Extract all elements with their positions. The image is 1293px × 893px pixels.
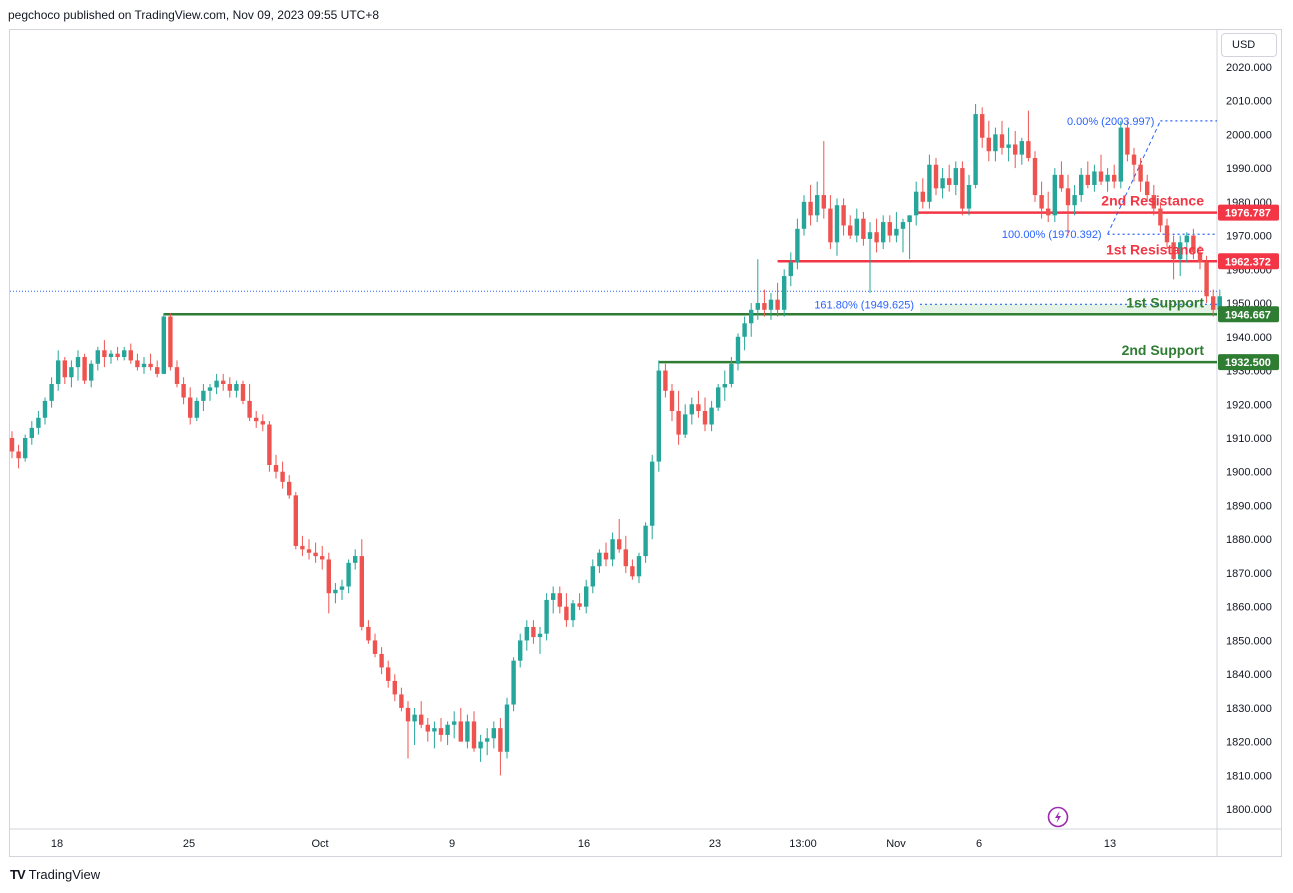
footer-brand[interactable]: TV TradingView xyxy=(10,867,100,882)
chart-frame xyxy=(9,29,1282,857)
tradingview-logo-icon: TV xyxy=(10,867,26,882)
publisher-header: pegchoco published on TradingView.com, N… xyxy=(8,8,380,22)
footer-brand-label: TradingView xyxy=(28,867,101,882)
currency-selector[interactable]: USD xyxy=(1221,33,1277,57)
